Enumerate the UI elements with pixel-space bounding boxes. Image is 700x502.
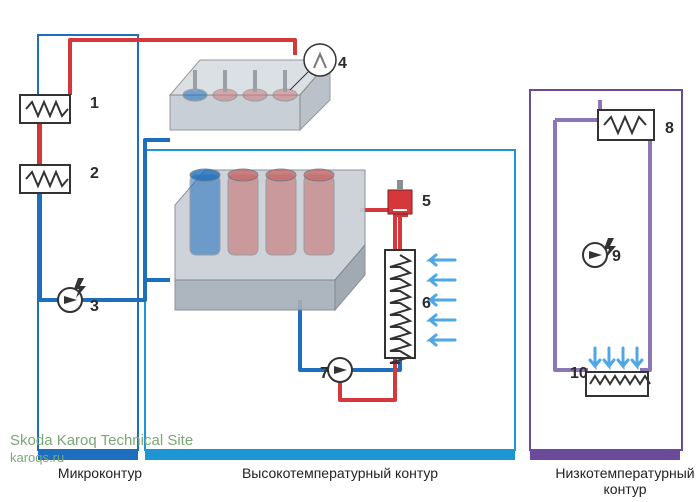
watermark: Skoda Karoq Technical Site karoqs.ru bbox=[10, 432, 193, 466]
component-label-1: 1 bbox=[90, 95, 99, 113]
component-label-9: 9 bbox=[612, 248, 621, 266]
component-label-4: 4 bbox=[338, 55, 347, 73]
component-label-6: 6 bbox=[422, 295, 431, 313]
watermark-line2: karoqs.ru bbox=[10, 450, 193, 466]
component-label-8: 8 bbox=[665, 120, 674, 138]
component-label-10: 10 bbox=[570, 365, 588, 383]
component-label-2: 2 bbox=[90, 165, 99, 183]
component-label-7: 7 bbox=[320, 365, 329, 383]
cooling-diagram bbox=[0, 0, 700, 502]
circuit-label-low: Низкотемпературный контур bbox=[555, 465, 695, 497]
watermark-line1: Skoda Karoq Technical Site bbox=[10, 432, 193, 450]
circuit-label-micro: Микроконтур bbox=[40, 465, 160, 481]
circuit-label-high: Высокотемпературный контур bbox=[215, 465, 465, 481]
component-label-3: 3 bbox=[90, 298, 99, 316]
component-label-5: 5 bbox=[422, 193, 431, 211]
